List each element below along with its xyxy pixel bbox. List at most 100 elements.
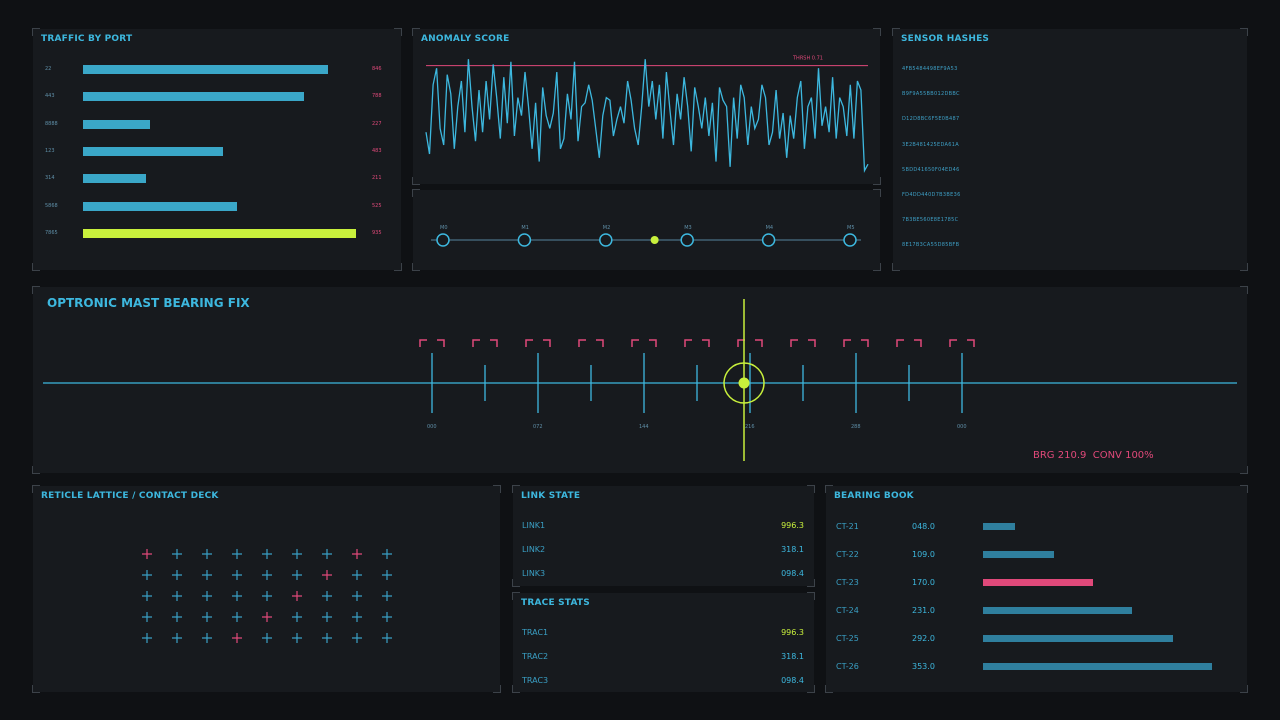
anomaly-series-line	[425, 59, 869, 173]
reticle-cross	[292, 591, 302, 601]
trace-row-label: TRAC2	[522, 652, 549, 661]
reticle-cross	[292, 612, 302, 622]
port-label: 5868	[45, 202, 58, 209]
timeline-node	[843, 233, 857, 247]
timeline-marker	[650, 236, 659, 244]
bearing-title: OPTRONIC MAST BEARING FIX	[47, 296, 250, 310]
traffic-title: TRAFFIC BY PORT	[41, 34, 133, 44]
threshold-label: THRSH 0.71	[792, 56, 823, 62]
reticle-cross	[202, 570, 212, 580]
reticle-cross	[292, 549, 302, 559]
book-row-bar	[983, 663, 1212, 670]
reticle-cross	[232, 570, 242, 580]
trace-row-value: 098.4	[781, 676, 804, 685]
bearing-tick-label: 144	[639, 424, 649, 430]
link-panel: LINK STATE LINK1 996.3 LINK2 318.1 LINK3 098.…	[512, 485, 815, 587]
port-value: 211	[372, 175, 382, 182]
reticle-cross	[172, 549, 182, 559]
reticle-cross	[382, 549, 392, 559]
book-row-id: CT-24	[836, 606, 859, 615]
reticle-cross	[262, 591, 272, 601]
port-label: 443	[45, 93, 55, 100]
reticle-cross	[172, 633, 182, 643]
book-panel: BEARING BOOK CT-21 048.0 CT-22 109.0 CT-23 17…	[825, 485, 1248, 693]
bearing-readout: BRG 210.9 CONV 100%	[1033, 450, 1154, 461]
book-row-bar	[983, 523, 1016, 530]
book-row-value: 109.0	[912, 550, 935, 559]
bearing-bracket	[419, 339, 445, 347]
traffic-bar	[83, 201, 237, 211]
timeline-node-label: M0	[440, 225, 448, 231]
reticle-cross	[322, 549, 332, 559]
bearing-scale: 000 072 144 216 288 000	[43, 299, 1237, 461]
bearing-tick-label: 000	[427, 424, 437, 430]
reticle-cross	[202, 549, 212, 559]
book-row-id: CT-22	[836, 550, 859, 559]
port-value: 483	[372, 147, 382, 154]
reticle-cross	[232, 591, 242, 601]
reticle-cross	[172, 612, 182, 622]
book-row-id: CT-23	[836, 578, 859, 587]
port-label: 7865	[45, 229, 58, 236]
port-value: 525	[372, 202, 382, 209]
reticle-cross	[352, 549, 362, 559]
book-row-bar	[983, 579, 1093, 586]
book-row-value: 048.0	[912, 522, 935, 531]
link-row-label: LINK2	[522, 545, 546, 554]
bearing-fix-dot	[738, 377, 750, 389]
timeline-node	[436, 233, 450, 247]
reticle-cross	[382, 570, 392, 580]
reticle-cross	[322, 612, 332, 622]
reticle-title: RETICLE LATTICE / CONTACT DECK	[41, 491, 219, 501]
book-row-value: 353.0	[912, 662, 935, 671]
reticle-cross	[322, 591, 332, 601]
reticle-cross	[142, 549, 152, 559]
timeline-node	[517, 233, 532, 247]
reticle-cross	[142, 612, 152, 622]
port-label: 8888	[45, 120, 58, 127]
link-row-label: LINK1	[522, 521, 546, 530]
timeline-node-label: M4	[766, 225, 774, 231]
hashes-title: SENSOR HASHES	[901, 34, 990, 44]
timeline-node	[680, 233, 694, 247]
bearing-bracket	[472, 339, 498, 347]
reticle-cross	[262, 633, 272, 643]
reticle-cross	[232, 633, 242, 643]
reticle-cross	[232, 549, 242, 559]
reticle-cross	[202, 591, 212, 601]
book-row-id: CT-21	[836, 522, 859, 531]
link-row-value: 996.3	[781, 521, 804, 530]
traffic-bar	[83, 65, 328, 74]
link-row-value: 098.4	[781, 569, 804, 578]
traffic-bar	[83, 174, 146, 184]
timeline-node-label: M5	[847, 225, 855, 231]
hash-item: D12D8BC6F5E0B487	[902, 116, 960, 123]
reticle-cross	[322, 570, 332, 580]
hashes-panel: SENSOR HASHES 4FB5484498EF9A53 B9F9A55BB0…	[892, 28, 1248, 271]
reticle-cross	[262, 549, 272, 559]
timeline-node	[761, 233, 776, 247]
reticle-cross	[262, 612, 272, 622]
reticle-cross	[142, 633, 152, 643]
trace-panel: TRACE STATS TRAC1 996.3 TRAC2 318.1 TRAC3 098…	[512, 592, 815, 693]
timeline-node-label: M3	[684, 225, 692, 231]
book-row-id: CT-25	[836, 634, 859, 643]
port-value: 788	[372, 93, 382, 100]
port-value: 846	[372, 66, 382, 72]
book-row-bar	[983, 551, 1054, 558]
trace-row-value: 996.3	[781, 628, 804, 637]
bearing-bracket	[578, 339, 604, 347]
reticle-cross	[292, 633, 302, 643]
link-row-label: LINK3	[522, 569, 546, 578]
bearing-bracket	[525, 339, 551, 347]
bearing-bracket	[843, 339, 869, 347]
traffic-panel: TRAFFIC BY PORT 22 846 443 788 8888 227 123 483…	[32, 28, 402, 271]
trace-row-value: 318.1	[781, 652, 804, 661]
bearing-tick-label: 288	[851, 424, 861, 430]
traffic-bar	[83, 228, 356, 238]
traffic-bar	[83, 119, 150, 129]
reticle-cross	[352, 633, 362, 643]
reticle-cross	[172, 570, 182, 580]
link-title: LINK STATE	[521, 491, 581, 501]
reticle-cross	[172, 591, 182, 601]
